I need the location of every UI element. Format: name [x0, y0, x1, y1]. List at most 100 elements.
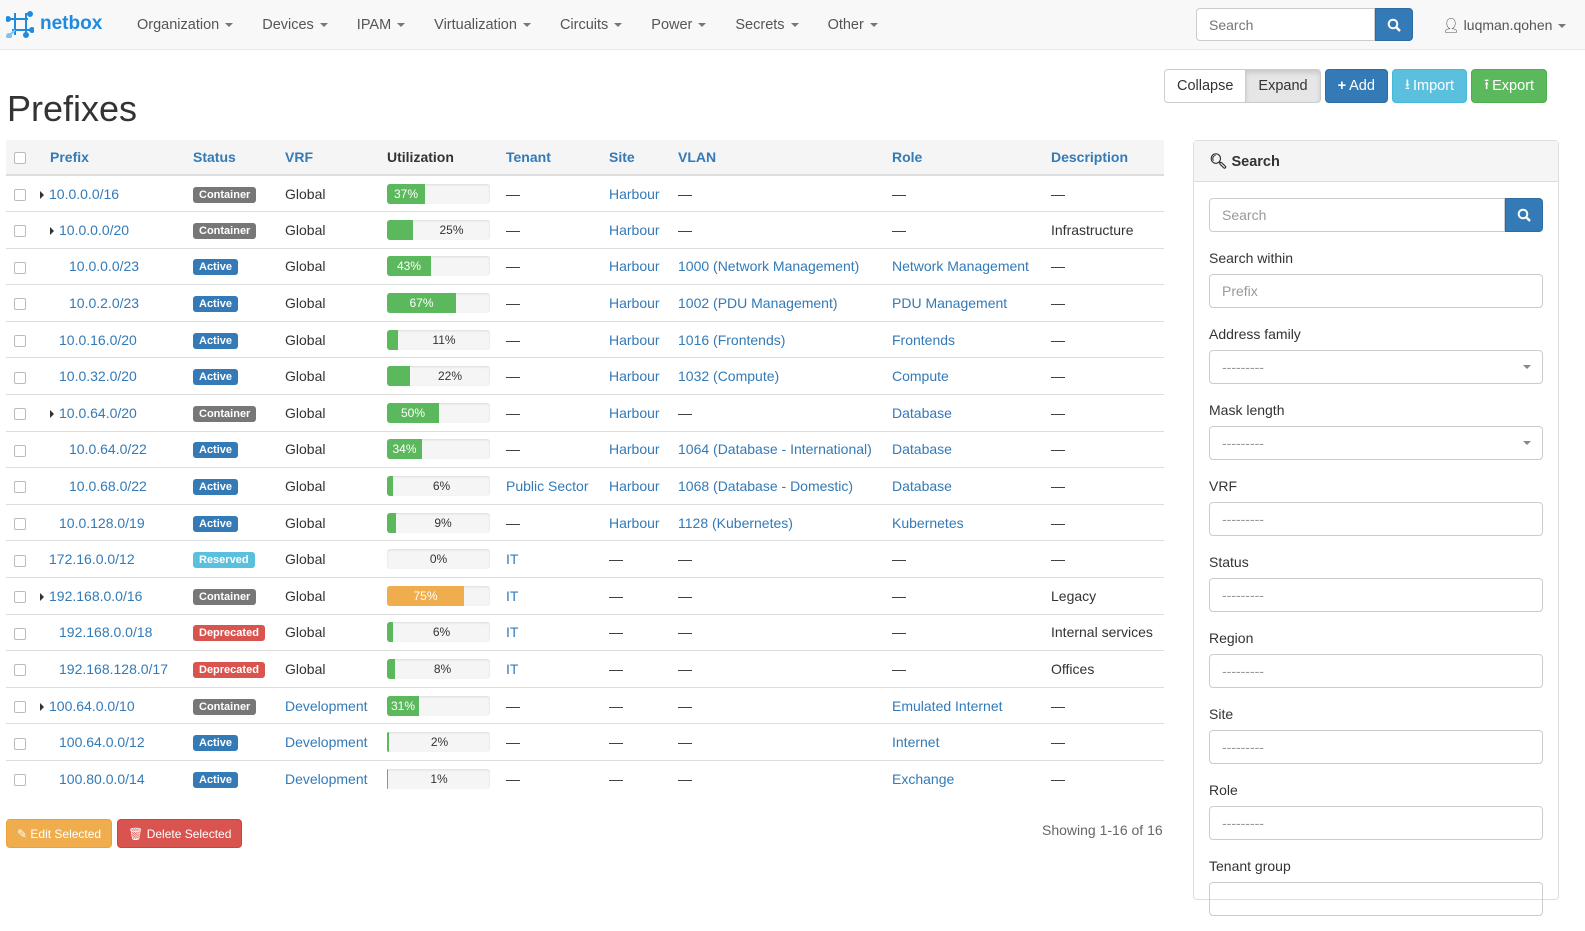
row-checkbox[interactable] — [14, 188, 26, 201]
row-checkbox[interactable] — [14, 225, 26, 238]
prefix-link[interactable]: 10.0.64.0/22 — [69, 441, 147, 458]
edit-selected-button[interactable]: ✎ Edit Selected — [6, 819, 113, 848]
nav-menu-item[interactable]: IPAM — [357, 17, 406, 33]
row-checkbox[interactable] — [14, 334, 26, 347]
nav-menu-item[interactable]: Power — [651, 17, 707, 33]
site[interactable]: Harbour — [609, 258, 660, 275]
user-menu[interactable]: 👤︎ luqman.qohen — [1442, 17, 1567, 34]
row-checkbox[interactable] — [14, 774, 26, 787]
filter-field[interactable]: --------- — [1209, 806, 1543, 840]
prefix-link[interactable]: 10.0.32.0/20 — [59, 368, 137, 385]
prefix-link[interactable]: 10.0.2.0/23 — [69, 295, 140, 312]
column-header[interactable]: Site — [609, 140, 678, 176]
vlan[interactable]: 1032 (Compute) — [678, 368, 780, 385]
export-button[interactable]: ⭱ Export — [1471, 69, 1548, 103]
row-checkbox[interactable] — [14, 261, 26, 274]
role[interactable]: PDU Management — [892, 295, 1008, 312]
role[interactable]: Exchange — [892, 771, 955, 788]
vlan[interactable]: 1068 (Database - Domestic) — [678, 478, 854, 495]
prefix-link[interactable]: 10.0.0.0/20 — [59, 221, 130, 238]
row-checkbox[interactable] — [14, 700, 26, 713]
vlan[interactable]: 1128 (Kubernetes) — [678, 514, 793, 531]
filter-field[interactable]: --------- — [1209, 350, 1543, 384]
column-header[interactable]: Role — [892, 140, 1051, 176]
row-checkbox[interactable] — [14, 591, 26, 604]
nav-menu-item[interactable]: Organization — [137, 17, 234, 33]
filter-field[interactable]: --------- — [1209, 730, 1543, 764]
row-checkbox[interactable] — [14, 444, 26, 457]
expand-button[interactable]: Expand — [1246, 69, 1321, 103]
role[interactable]: Frontends — [892, 331, 956, 348]
nav-menu-item[interactable]: Devices — [262, 17, 328, 33]
sidebar-search-input[interactable]: Search — [1209, 198, 1505, 232]
row-checkbox[interactable] — [14, 664, 26, 677]
nav-search-input[interactable] — [1196, 8, 1375, 41]
tenant[interactable]: IT — [506, 551, 519, 568]
site[interactable]: Harbour — [609, 478, 660, 495]
vlan[interactable]: 1000 (Network Management) — [678, 258, 860, 275]
netbox-logo[interactable]: netbox — [6, 10, 102, 38]
sidebar-search-button[interactable] — [1505, 198, 1543, 232]
vrf[interactable]: Development — [285, 771, 368, 788]
prefix-link[interactable]: 10.0.0.0/16 — [49, 185, 120, 202]
expand-toggle-icon[interactable] — [40, 190, 44, 199]
prefix-link[interactable]: 192.168.0.0/16 — [49, 587, 143, 604]
tenant[interactable]: IT — [506, 624, 519, 641]
column-header[interactable]: VLAN — [678, 140, 892, 176]
row-checkbox[interactable] — [14, 408, 26, 421]
prefix-link[interactable]: 10.0.128.0/19 — [59, 514, 145, 531]
role[interactable]: Kubernetes — [892, 514, 964, 531]
filter-field[interactable]: Prefix — [1209, 274, 1543, 308]
prefix-link[interactable]: 172.16.0.0/12 — [49, 551, 135, 568]
prefix-link[interactable]: 10.0.0.0/23 — [69, 258, 140, 275]
add-button[interactable]: + Add — [1324, 69, 1388, 103]
row-checkbox[interactable] — [14, 481, 26, 494]
column-header[interactable]: VRF — [285, 140, 387, 176]
site[interactable]: Harbour — [609, 514, 660, 531]
filter-field[interactable]: --------- — [1209, 426, 1543, 460]
row-checkbox[interactable] — [14, 517, 26, 530]
prefix-link[interactable]: 10.0.64.0/20 — [59, 404, 137, 421]
column-header[interactable]: Tenant — [506, 140, 609, 176]
prefix-link[interactable]: 192.168.128.0/17 — [59, 661, 168, 678]
site[interactable]: Harbour — [609, 185, 660, 202]
select-all-checkbox[interactable] — [14, 152, 26, 165]
prefix-link[interactable]: 10.0.16.0/20 — [59, 331, 137, 348]
row-checkbox[interactable] — [14, 298, 26, 311]
tenant[interactable]: Public Sector — [506, 478, 589, 495]
role[interactable]: Compute — [892, 368, 949, 385]
nav-menu-item[interactable]: Virtualization — [434, 17, 531, 33]
filter-field[interactable]: --------- — [1209, 654, 1543, 688]
vlan[interactable]: 1002 (PDU Management) — [678, 295, 838, 312]
row-checkbox[interactable] — [14, 371, 26, 384]
prefix-link[interactable]: 100.80.0.0/14 — [59, 771, 145, 788]
row-checkbox[interactable] — [14, 627, 26, 640]
expand-toggle-icon[interactable] — [40, 592, 44, 601]
filter-field[interactable]: --------- — [1209, 578, 1543, 612]
expand-toggle-icon[interactable] — [50, 226, 54, 235]
site[interactable]: Harbour — [609, 441, 660, 458]
filter-field[interactable] — [1209, 882, 1543, 916]
vrf[interactable]: Development — [285, 734, 368, 751]
expand-toggle-icon[interactable] — [40, 702, 44, 711]
column-header[interactable]: Prefix — [40, 140, 193, 176]
role[interactable]: Database — [892, 441, 952, 458]
filter-field[interactable]: --------- — [1209, 502, 1543, 536]
nav-menu-item[interactable]: Other — [828, 17, 878, 33]
import-button[interactable]: ⭳ Import — [1391, 69, 1468, 103]
column-header[interactable]: Status — [193, 140, 285, 176]
role[interactable]: Internet — [892, 734, 940, 751]
role[interactable]: Emulated Internet — [892, 697, 1003, 714]
expand-toggle-icon[interactable] — [50, 409, 54, 418]
nav-menu-item[interactable]: Circuits — [560, 17, 623, 33]
vrf[interactable]: Development — [285, 697, 368, 714]
row-checkbox[interactable] — [14, 554, 26, 567]
site[interactable]: Harbour — [609, 368, 660, 385]
vlan[interactable]: 1064 (Database - International) — [678, 441, 872, 458]
tenant[interactable]: IT — [506, 587, 519, 604]
prefix-link[interactable]: 10.0.68.0/22 — [69, 478, 147, 495]
nav-search-button[interactable] — [1375, 8, 1413, 41]
tenant[interactable]: IT — [506, 661, 519, 678]
prefix-link[interactable]: 192.168.0.0/18 — [59, 624, 153, 641]
site[interactable]: Harbour — [609, 331, 660, 348]
